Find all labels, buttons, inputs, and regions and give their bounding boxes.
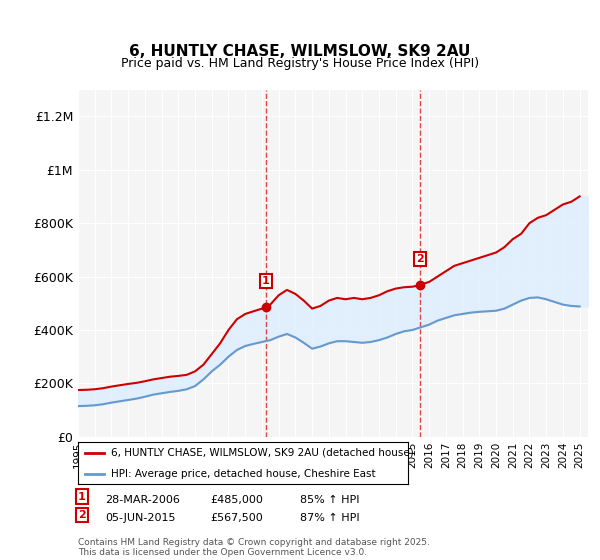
Text: 6, HUNTLY CHASE, WILMSLOW, SK9 2AU: 6, HUNTLY CHASE, WILMSLOW, SK9 2AU	[130, 44, 470, 59]
Text: Contains HM Land Registry data © Crown copyright and database right 2025.
This d: Contains HM Land Registry data © Crown c…	[78, 538, 430, 557]
Text: 2: 2	[78, 510, 86, 520]
Text: 87% ↑ HPI: 87% ↑ HPI	[300, 513, 359, 523]
Text: 1: 1	[78, 492, 86, 502]
Text: 6, HUNTLY CHASE, WILMSLOW, SK9 2AU (detached house): 6, HUNTLY CHASE, WILMSLOW, SK9 2AU (deta…	[111, 448, 414, 458]
Text: 85% ↑ HPI: 85% ↑ HPI	[300, 494, 359, 505]
Text: 28-MAR-2006: 28-MAR-2006	[105, 494, 180, 505]
Text: 1: 1	[262, 276, 270, 286]
Text: HPI: Average price, detached house, Cheshire East: HPI: Average price, detached house, Ches…	[111, 469, 376, 479]
Text: £485,000: £485,000	[210, 494, 263, 505]
Text: 2: 2	[416, 254, 424, 264]
Text: Price paid vs. HM Land Registry's House Price Index (HPI): Price paid vs. HM Land Registry's House …	[121, 57, 479, 70]
Text: £567,500: £567,500	[210, 513, 263, 523]
Text: 05-JUN-2015: 05-JUN-2015	[105, 513, 176, 523]
